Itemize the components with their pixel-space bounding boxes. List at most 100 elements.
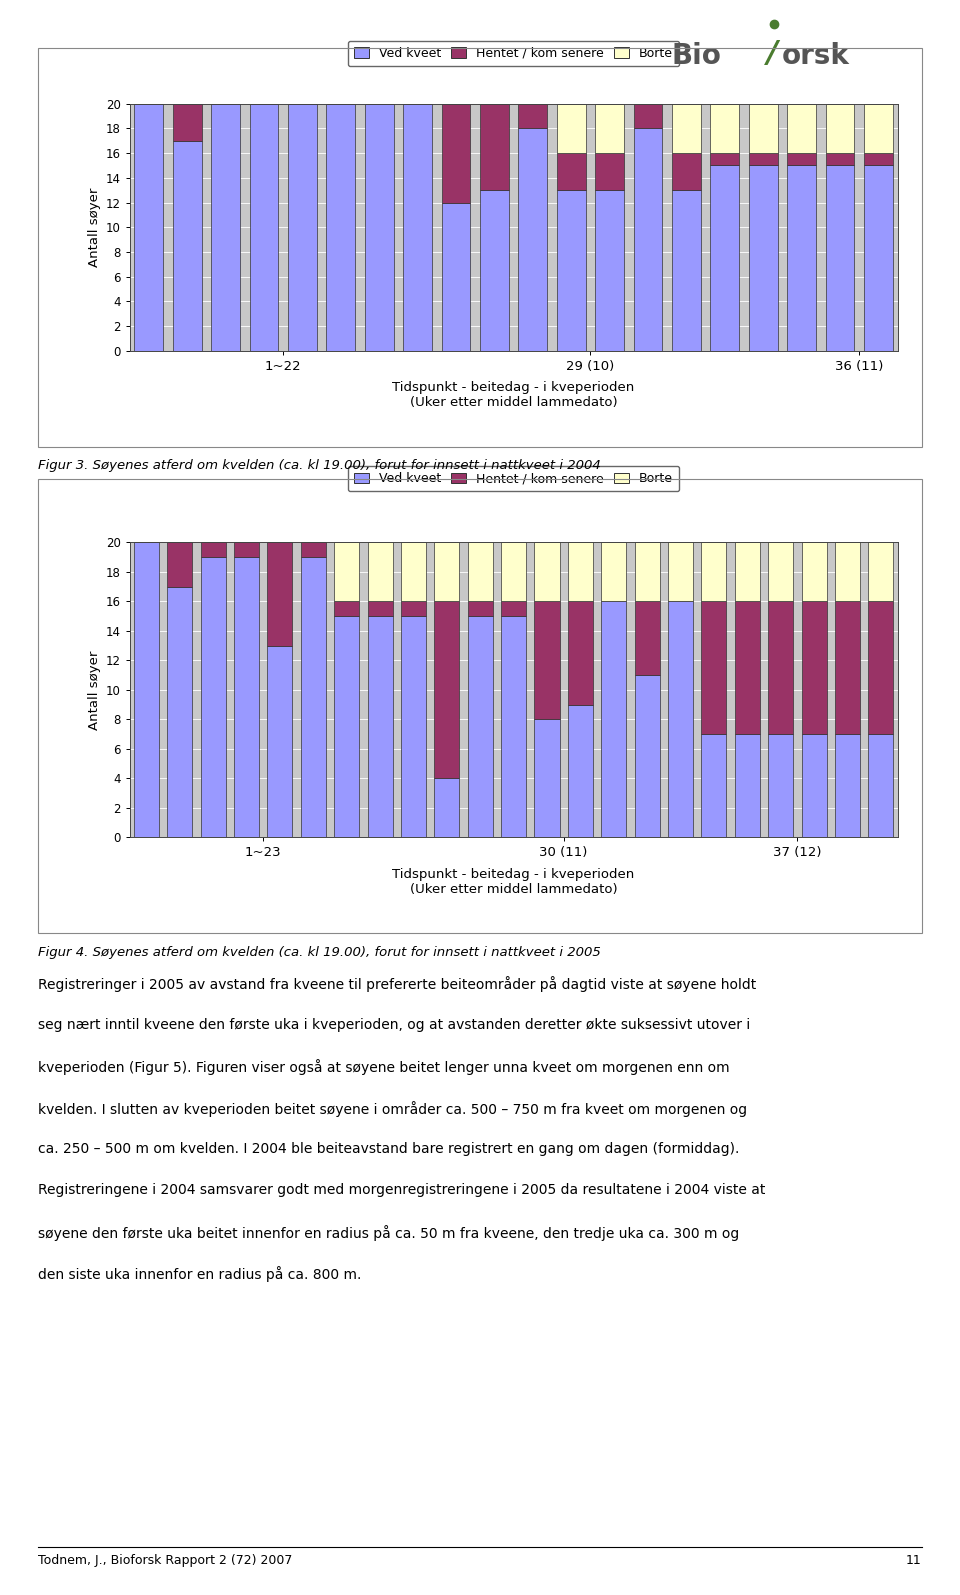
Bar	[749, 153, 778, 166]
Bar	[557, 153, 586, 190]
Bar	[167, 587, 192, 837]
Text: den siste uka innenfor en radius på ca. 800 m.: den siste uka innenfor en radius på ca. …	[38, 1266, 362, 1282]
Text: /: /	[767, 40, 778, 69]
Text: 11: 11	[906, 1554, 922, 1566]
Bar	[710, 153, 739, 166]
Bar	[634, 129, 662, 351]
Bar	[234, 542, 259, 557]
Text: orsk: orsk	[781, 41, 850, 70]
Bar	[167, 542, 192, 587]
Bar	[300, 557, 325, 837]
Y-axis label: Antall søyer: Antall søyer	[88, 188, 102, 266]
Bar	[401, 542, 426, 601]
Bar	[300, 542, 325, 557]
Bar	[787, 153, 816, 166]
Bar	[595, 104, 624, 153]
Text: kvelden. I slutten av kveperioden beitet søyene i områder ca. 500 – 750 m fra kv: kvelden. I slutten av kveperioden beitet…	[38, 1101, 748, 1116]
Bar	[211, 104, 240, 351]
Text: Todnem, J., Bioforsk Rapport 2 (72) 2007: Todnem, J., Bioforsk Rapport 2 (72) 2007	[38, 1554, 293, 1566]
Bar	[133, 542, 158, 837]
Bar	[787, 166, 816, 351]
Bar	[201, 542, 226, 557]
Bar	[595, 190, 624, 351]
Legend: Ved kveet, Hentet / kom senere, Borte: Ved kveet, Hentet / kom senere, Borte	[348, 41, 680, 67]
Bar	[501, 601, 526, 616]
Bar	[601, 601, 626, 837]
Bar	[442, 104, 470, 203]
Bar	[134, 104, 163, 351]
Bar	[734, 542, 760, 601]
Bar	[173, 140, 202, 351]
Bar	[568, 542, 593, 601]
Bar	[434, 601, 459, 778]
Bar	[702, 601, 727, 734]
Bar	[835, 734, 860, 837]
Bar	[368, 616, 393, 837]
Bar	[864, 153, 893, 166]
Bar	[368, 601, 393, 616]
Bar	[568, 601, 593, 705]
Bar	[835, 542, 860, 601]
Bar	[434, 778, 459, 837]
Bar	[365, 104, 394, 351]
Text: ca. 250 – 500 m om kvelden. I 2004 ble beiteavstand bare registrert en gang om d: ca. 250 – 500 m om kvelden. I 2004 ble b…	[38, 1142, 740, 1156]
Bar	[535, 601, 560, 719]
Bar	[557, 190, 586, 351]
Bar	[749, 104, 778, 153]
Text: søyene den første uka beitet innenfor en radius på ca. 50 m fra kveene, den tred: søyene den første uka beitet innenfor en…	[38, 1225, 739, 1241]
Bar	[201, 557, 226, 837]
Bar	[518, 104, 547, 129]
Bar	[635, 675, 660, 837]
Bar	[288, 104, 317, 351]
Bar	[734, 734, 760, 837]
Bar	[468, 542, 492, 601]
Bar	[401, 616, 426, 837]
Bar	[501, 542, 526, 601]
Bar	[250, 104, 278, 351]
Bar	[601, 542, 626, 601]
Bar	[557, 104, 586, 153]
X-axis label: Tidspunkt - beitedag - i kveperioden
(Uker etter middel lammedato): Tidspunkt - beitedag - i kveperioden (Uk…	[393, 381, 635, 410]
Bar	[672, 190, 701, 351]
Bar	[802, 542, 827, 601]
Bar	[267, 542, 293, 646]
X-axis label: Tidspunkt - beitedag - i kveperioden
(Uker etter middel lammedato): Tidspunkt - beitedag - i kveperioden (Uk…	[393, 868, 635, 896]
Bar	[334, 601, 359, 616]
Bar	[835, 601, 860, 734]
Bar	[802, 601, 827, 734]
Bar	[826, 153, 854, 166]
Bar	[826, 104, 854, 153]
Text: seg nært inntil kveene den første uka i kveperioden, og at avstanden deretter øk: seg nært inntil kveene den første uka i …	[38, 1018, 751, 1032]
Bar	[710, 104, 739, 153]
Bar	[802, 734, 827, 837]
Bar	[480, 104, 509, 190]
Text: kveperioden (Figur 5). Figuren viser også at søyene beitet lenger unna kveet om : kveperioden (Figur 5). Figuren viser ogs…	[38, 1059, 730, 1075]
Bar	[568, 705, 593, 837]
Bar	[468, 601, 492, 616]
Bar	[595, 153, 624, 190]
Bar	[702, 542, 727, 601]
Bar	[518, 129, 547, 351]
Bar	[869, 601, 894, 734]
Bar	[768, 734, 793, 837]
Bar	[401, 601, 426, 616]
Bar	[468, 616, 492, 837]
Bar	[480, 190, 509, 351]
Bar	[826, 166, 854, 351]
Bar	[234, 557, 259, 837]
Y-axis label: Antall søyer: Antall søyer	[88, 651, 102, 729]
Bar	[635, 542, 660, 601]
Legend: Ved kveet, Hentet / kom senere, Borte: Ved kveet, Hentet / kom senere, Borte	[348, 466, 680, 491]
Bar	[668, 542, 693, 601]
Bar	[434, 542, 459, 601]
Bar	[334, 542, 359, 601]
Text: Figur 3. Søyenes atferd om kvelden (ca. kl 19.00), forut for innsett i nattkveet: Figur 3. Søyenes atferd om kvelden (ca. …	[38, 459, 601, 472]
Bar	[668, 601, 693, 837]
Bar	[672, 104, 701, 153]
Bar	[442, 203, 470, 351]
Bar	[702, 734, 727, 837]
Bar	[749, 166, 778, 351]
Bar	[334, 616, 359, 837]
Bar	[710, 166, 739, 351]
Bar	[672, 153, 701, 190]
